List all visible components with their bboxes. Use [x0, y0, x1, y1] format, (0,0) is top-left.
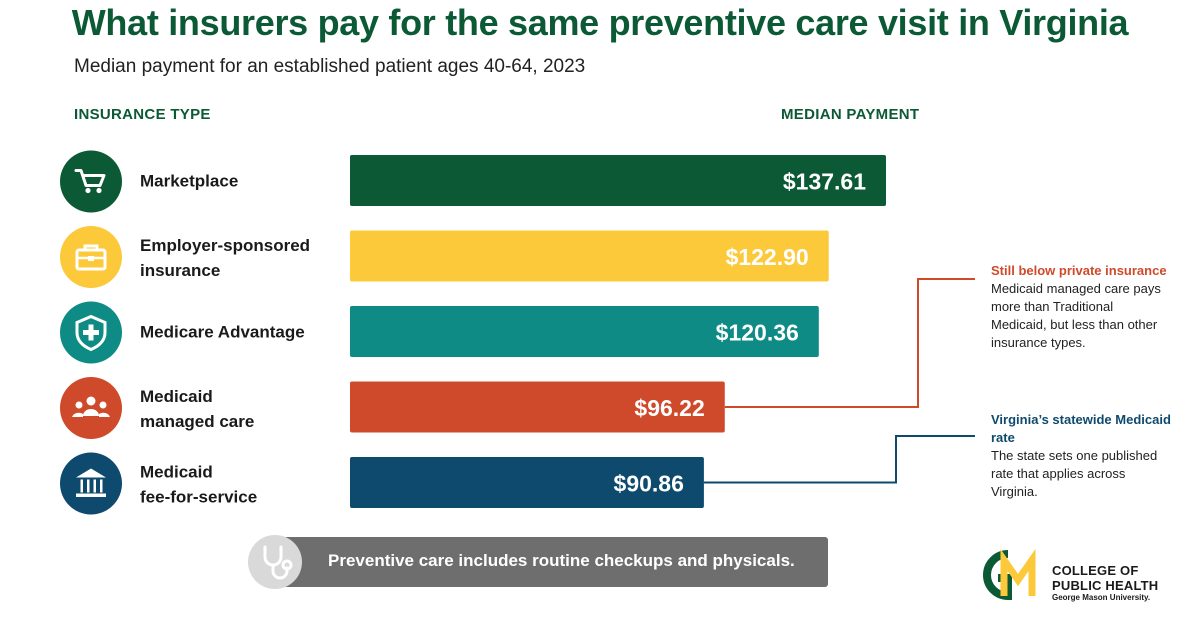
government-building-icon: [60, 452, 122, 515]
chart-title: What insurers pay for the same preventiv…: [71, 2, 1129, 43]
value-label: $90.86: [614, 471, 684, 497]
category-label: Medicare Advantage: [140, 323, 305, 342]
value-label: $137.61: [783, 169, 866, 195]
bar: [350, 381, 725, 433]
value-label: $122.90: [726, 244, 809, 270]
shield-plus-icon: [60, 301, 122, 364]
category-label: Medicaid fee-for-service: [140, 463, 257, 507]
gm-logo-icon: [983, 548, 1036, 601]
callout-fee-for-service-heading: Virginia’s statewide Medicaid rate: [991, 412, 1171, 445]
column-header-median-payment: MEDIAN PAYMENT: [781, 106, 920, 123]
logo-line-1: COLLEGE OF: [1052, 563, 1139, 578]
category-label: Marketplace: [140, 172, 238, 191]
category-label: Employer-sponsored insurance: [140, 236, 310, 280]
bar: [350, 155, 886, 206]
college-logo: COLLEGE OF PUBLIC HEALTH George Mason Un…: [978, 546, 1178, 606]
bar: [350, 230, 829, 282]
callout-managed-care: Still below private insurance Medicaid m…: [991, 262, 1171, 352]
briefcase-icon: [60, 226, 122, 288]
logo-line-3: George Mason University.: [1052, 593, 1151, 602]
callout-connector: [703, 435, 975, 484]
bar: [350, 306, 819, 357]
stethoscope-icon: [248, 535, 302, 589]
category-label: Medicaid managed care: [140, 387, 254, 431]
footer-pill: [272, 537, 828, 587]
column-header-insurance-type: INSURANCE TYPE: [74, 106, 211, 123]
callout-connector: [724, 278, 975, 408]
footer-text: Preventive care includes routine checkup…: [328, 551, 795, 570]
logo-line-2: PUBLIC HEALTH: [1052, 578, 1159, 593]
value-label: $96.22: [634, 395, 704, 421]
bar: [350, 457, 704, 508]
chart-subtitle: Median payment for an established patien…: [74, 56, 586, 77]
callout-managed-care-body: Medicaid managed care pays more than Tra…: [991, 281, 1161, 350]
callout-fee-for-service: Virginia’s statewide Medicaid rate The s…: [991, 411, 1171, 501]
shopping-cart-icon: [60, 150, 122, 213]
callout-fee-for-service-body: The state sets one published rate that a…: [991, 448, 1158, 499]
footer-note: Preventive care includes routine checkup…: [248, 535, 828, 589]
value-label: $120.36: [716, 320, 799, 346]
callout-managed-care-heading: Still below private insurance: [991, 263, 1167, 278]
people-group-icon: [60, 377, 122, 439]
